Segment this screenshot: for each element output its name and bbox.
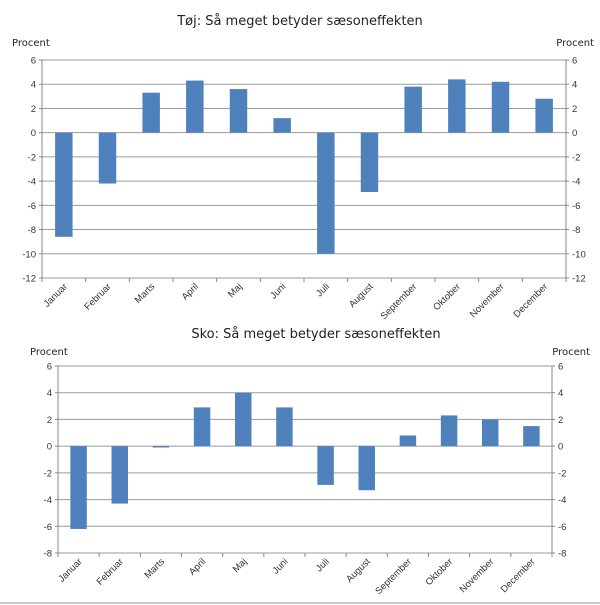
y-tick-label-right: 2 [572, 104, 577, 115]
y-tick-label-left: -4 [44, 495, 52, 506]
x-tick-label: Maj [226, 281, 245, 300]
y-tick-label-left: 2 [31, 104, 36, 115]
bar-juni [273, 118, 291, 133]
bar-april [193, 407, 211, 447]
bar-august [360, 132, 379, 193]
bar-december [523, 426, 540, 447]
chart-shoes: Sko: Så meget betyder sæsoneffekten Proc… [30, 327, 590, 597]
y-tick-label-left: -4 [28, 177, 36, 188]
x-tick-label: April [180, 281, 201, 302]
y-tick-label-left: 4 [31, 80, 36, 91]
y-tick-label-right: 4 [572, 80, 577, 91]
y-tick-label-left: -8 [28, 225, 36, 236]
bar-januar [70, 446, 87, 529]
y-tick-label-right: -8 [572, 225, 580, 236]
x-tick-label: August [344, 556, 373, 585]
bar-april [186, 80, 204, 133]
x-tick-label: Oktober [424, 556, 456, 588]
x-tick-label: December [499, 556, 538, 595]
y-tick-label-right: -6 [572, 201, 580, 212]
x-tick-label: December [512, 281, 551, 320]
y-tick-label-right: -10 [572, 249, 586, 260]
y-tick-label-right: -12 [572, 274, 586, 285]
y-tick-label-right: 4 [558, 388, 563, 399]
x-tick-label: April [187, 556, 208, 577]
y-tick-label-right: 6 [572, 56, 577, 67]
y-tick-label-left: 4 [47, 388, 52, 399]
x-tick-label: September [379, 281, 420, 322]
x-tick-label: Juni [268, 281, 288, 301]
y-tick-label-left: -8 [44, 549, 52, 560]
bar-oktober [448, 79, 466, 133]
bar-december [535, 98, 553, 133]
y-tick-label-left: -2 [28, 152, 36, 163]
y-axis-label-left: Procent [12, 38, 50, 49]
y-tick-label-left: -12 [22, 274, 36, 285]
bar-november [491, 81, 510, 133]
x-tick-label: August [347, 281, 376, 310]
x-tick-label: Juni [270, 556, 290, 576]
bar-januar [55, 132, 73, 237]
x-tick-label: November [458, 556, 497, 595]
y-tick-label-right: -2 [572, 152, 580, 163]
bar-september [399, 435, 417, 447]
chart-title: Sko: Så meget betyder sæsoneffekten [191, 327, 440, 342]
x-tick-label: Juli [314, 281, 332, 299]
chart-clothing: Tøj: Så meget betyder sæsoneffekten Proc… [12, 14, 594, 322]
y-axis-label-right: Procent [552, 347, 590, 358]
y-tick-label-left: 0 [47, 442, 52, 453]
y-tick-label-left: 0 [31, 128, 36, 139]
bar-juli [317, 446, 334, 485]
x-tick-label: September [373, 556, 414, 597]
bar-marts [152, 446, 170, 448]
bar-februar [111, 446, 128, 504]
y-tick-label-right: -8 [558, 549, 566, 560]
bar-februar [98, 132, 117, 184]
x-tick-label: Januar [42, 281, 70, 309]
x-tick-label: Oktober [431, 281, 463, 313]
y-tick-label-right: 2 [558, 415, 563, 426]
x-tick-label: Maj [231, 556, 250, 575]
y-tick-label-right: -4 [572, 177, 580, 188]
bar-juni [276, 407, 293, 447]
x-tick-label: Marts [142, 556, 167, 581]
y-axis-label-right: Procent [556, 38, 594, 49]
y-tick-label-right: -2 [558, 468, 566, 479]
bar-oktober [440, 415, 458, 447]
x-tick-label: Februar [95, 556, 126, 587]
y-axis-label-left: Procent [30, 347, 68, 358]
y-tick-label-left: -6 [28, 201, 36, 212]
y-tick-label-right: -4 [558, 495, 566, 506]
y-tick-label-left: 6 [31, 56, 36, 67]
bar-juli [317, 132, 335, 254]
bar-september [404, 86, 422, 133]
bar-november [482, 419, 499, 447]
x-tick-label: Januar [56, 556, 84, 584]
bar-marts [142, 92, 160, 133]
y-tick-label-right: 0 [558, 442, 563, 453]
x-tick-label: Juli [314, 556, 332, 574]
bar-august [358, 446, 375, 491]
y-tick-label-right: -6 [558, 522, 566, 533]
y-tick-label-right: 0 [572, 128, 577, 139]
bar-maj [229, 89, 248, 133]
y-tick-label-left: -10 [22, 249, 36, 260]
bar-maj [235, 392, 252, 447]
chart-title: Tøj: Så meget betyder sæsoneffekten [176, 14, 423, 29]
y-tick-label-left: 2 [47, 415, 52, 426]
y-tick-label-left: 6 [47, 362, 52, 373]
x-tick-label: Marts [133, 281, 158, 306]
y-tick-label-left: -6 [44, 522, 52, 533]
x-tick-label: November [468, 281, 507, 320]
y-tick-label-right: 6 [558, 362, 563, 373]
y-tick-label-left: -2 [44, 468, 52, 479]
x-tick-label: Februar [82, 281, 113, 312]
